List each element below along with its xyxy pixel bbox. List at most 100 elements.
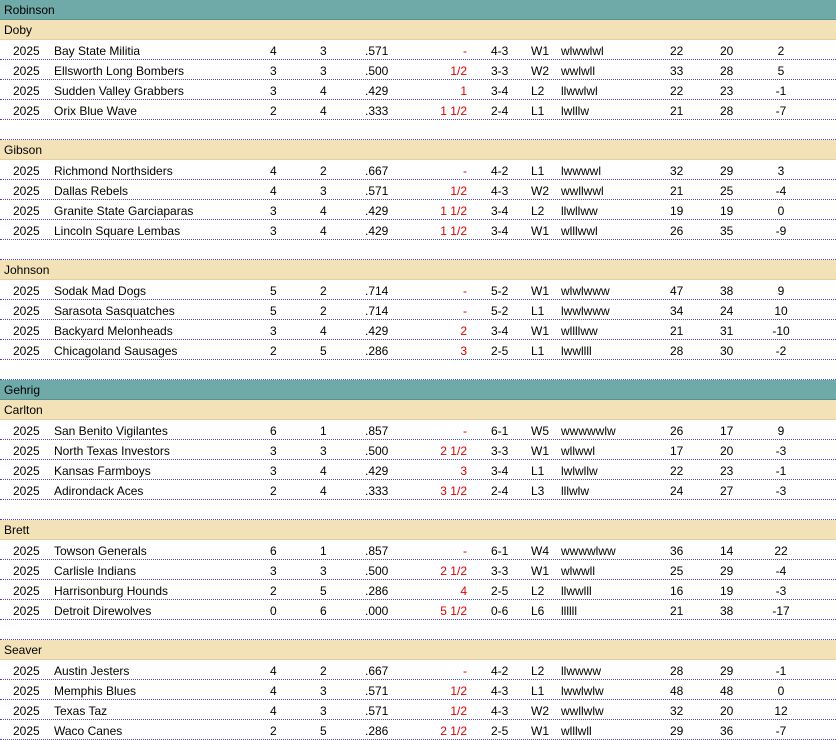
losses-cell: 4 — [320, 204, 327, 218]
losses-cell: 1 — [320, 544, 327, 558]
team-name-cell: Richmond Northsiders — [54, 164, 173, 178]
year-cell: 2025 — [13, 484, 40, 498]
table-row: 2025 Detroit Direwolves 0 6 .000 5 1/2 0-6 L6 ll… — [0, 600, 836, 620]
run-diff-cell: -17 — [772, 604, 790, 618]
table-row: 2025 Chicagoland Sausages 2 5 .286 3 2-5 L1 lwwl… — [0, 340, 836, 360]
win-pct-cell: .667 — [365, 664, 389, 678]
streak-cell: W1 — [531, 44, 549, 58]
division-name: Gibson — [4, 143, 43, 157]
runs-allowed-cell: 38 — [720, 284, 734, 298]
record-cell: 3-4 — [491, 324, 509, 338]
spacer-row — [0, 500, 836, 520]
win-pct-cell: .857 — [365, 424, 389, 438]
record-cell: 2-5 — [491, 344, 509, 358]
runs-allowed-cell: 20 — [720, 44, 734, 58]
streak-cell: L2 — [531, 664, 545, 678]
runs-scored-cell: 22 — [670, 44, 684, 58]
runs-allowed-cell: 29 — [720, 664, 734, 678]
run-diff-cell: -4 — [775, 184, 787, 198]
record-cell: 4-3 — [491, 684, 509, 698]
streak-cell: W1 — [531, 724, 549, 738]
streak-cell: L1 — [531, 164, 545, 178]
run-diff-cell: 3 — [777, 164, 785, 178]
year-cell: 2025 — [13, 164, 40, 178]
runs-scored-cell: 16 — [670, 584, 684, 598]
run-diff-cell: 22 — [774, 544, 788, 558]
table-row: 2025 Dallas Rebels 4 3 .571 1/2 4-3 W2 wwllwwl 21… — [0, 180, 836, 200]
games-back-cell: 1/2 — [450, 684, 467, 698]
games-back-cell: 3 1/2 — [440, 484, 467, 498]
table-row: 2025 Carlisle Indians 3 3 .500 2 1/2 3-3 W1 wlww… — [0, 560, 836, 580]
table-row: 2025 San Benito Vigilantes 6 1 .857 - 6-1 W5 www… — [0, 420, 836, 440]
streak-cell: L1 — [531, 104, 545, 118]
wins-cell: 2 — [270, 344, 277, 358]
runs-allowed-cell: 38 — [720, 604, 734, 618]
table-row: 2025 Richmond Northsiders 4 2 .667 - 4-2 L1 lwww… — [0, 160, 836, 180]
run-diff-cell: -10 — [772, 324, 790, 338]
losses-cell: 3 — [320, 184, 327, 198]
last-games-cell: wlwwll — [561, 564, 595, 578]
year-cell: 2025 — [13, 344, 40, 358]
streak-cell: W1 — [531, 324, 549, 338]
division-name: Seaver — [4, 643, 43, 657]
win-pct-cell: .714 — [365, 304, 389, 318]
win-pct-cell: .333 — [365, 484, 389, 498]
last-games-cell: lwwlwlw — [561, 684, 604, 698]
year-cell: 2025 — [13, 724, 40, 738]
win-pct-cell: .286 — [365, 344, 389, 358]
runs-allowed-cell: 20 — [720, 444, 734, 458]
runs-allowed-cell: 20 — [720, 704, 734, 718]
streak-cell: W1 — [531, 564, 549, 578]
year-cell: 2025 — [13, 684, 40, 698]
team-name-cell: Backyard Melonheads — [54, 324, 173, 338]
win-pct-cell: .429 — [365, 224, 389, 238]
losses-cell: 2 — [320, 284, 327, 298]
wins-cell: 6 — [270, 544, 277, 558]
last-games-cell: lwlwllw — [561, 464, 598, 478]
table-row: 2025 Towson Generals 6 1 .857 - 6-1 W4 wwwwlww 36… — [0, 540, 836, 560]
year-cell: 2025 — [13, 64, 40, 78]
last-games-cell: wlllwll — [561, 724, 592, 738]
record-cell: 3-3 — [491, 564, 509, 578]
record-cell: 4-3 — [491, 184, 509, 198]
table-row: 2025 Sudden Valley Grabbers 3 4 .429 1 3-4 L2 ll… — [0, 80, 836, 100]
runs-scored-cell: 24 — [670, 484, 684, 498]
runs-allowed-cell: 23 — [720, 464, 734, 478]
games-back-cell: 4 — [460, 584, 467, 598]
division-name: Johnson — [4, 263, 50, 277]
year-cell: 2025 — [13, 564, 40, 578]
win-pct-cell: .286 — [365, 584, 389, 598]
win-pct-cell: .667 — [365, 164, 389, 178]
record-cell: 6-1 — [491, 544, 509, 558]
wins-cell: 3 — [270, 224, 277, 238]
games-back-cell: 1 1/2 — [440, 104, 467, 118]
record-cell: 5-2 — [491, 304, 509, 318]
table-row: 2025 Austin Jesters 4 2 .667 - 4-2 L2 llwwww 28 29… — [0, 660, 836, 680]
streak-cell: L1 — [531, 344, 545, 358]
runs-allowed-cell: 24 — [720, 304, 734, 318]
win-pct-cell: .857 — [365, 544, 389, 558]
losses-cell: 6 — [320, 604, 327, 618]
year-cell: 2025 — [13, 204, 40, 218]
spacer-row — [0, 360, 836, 380]
losses-cell: 2 — [320, 164, 327, 178]
wins-cell: 3 — [270, 64, 277, 78]
table-row: 2025 Texas Taz 4 3 .571 1/2 4-3 W2 wwllwlw 32 20 12 — [0, 700, 836, 720]
win-pct-cell: .571 — [365, 684, 389, 698]
run-diff-cell: 9 — [777, 424, 785, 438]
streak-cell: L2 — [531, 584, 545, 598]
last-games-cell: llwwlwl — [561, 84, 598, 98]
losses-cell: 2 — [320, 664, 327, 678]
streak-cell: L2 — [531, 84, 545, 98]
runs-scored-cell: 32 — [670, 704, 684, 718]
runs-scored-cell: 21 — [670, 324, 684, 338]
record-cell: 3-3 — [491, 444, 509, 458]
win-pct-cell: .429 — [365, 464, 389, 478]
table-row: 2025 Lincoln Square Lembas 3 4 .429 1 1/2 3-4 W… — [0, 220, 836, 240]
losses-cell: 4 — [320, 84, 327, 98]
year-cell: 2025 — [13, 324, 40, 338]
games-back-cell: 2 — [460, 324, 467, 338]
losses-cell: 3 — [320, 444, 327, 458]
run-diff-cell: 10 — [774, 304, 788, 318]
runs-allowed-cell: 14 — [720, 544, 734, 558]
